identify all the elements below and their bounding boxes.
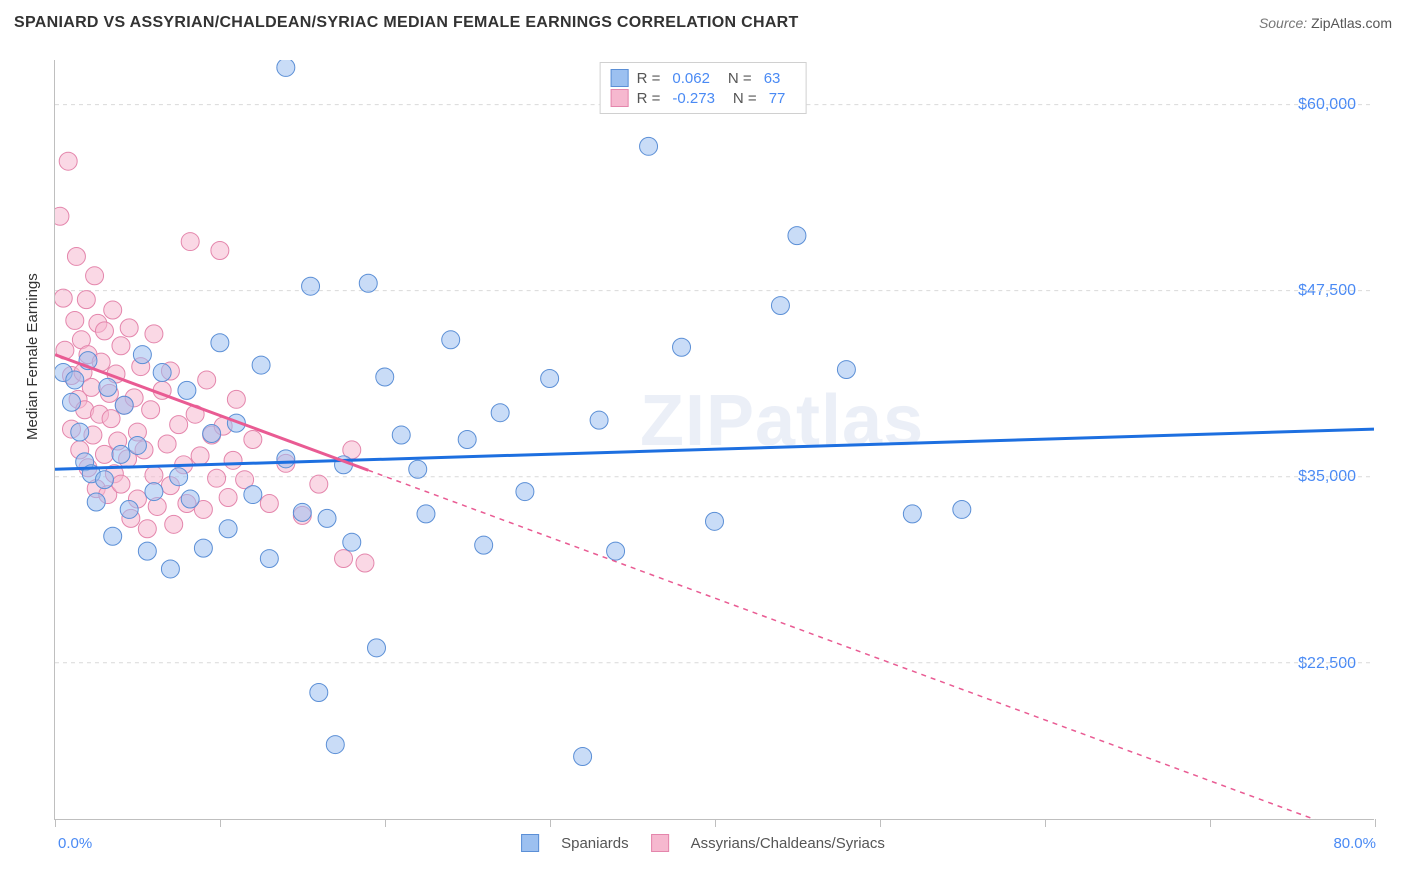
x-tick [715,819,716,827]
source-attribution: Source: ZipAtlas.com [1259,15,1392,31]
swatch-a-icon [611,69,629,87]
r-value-b: -0.273 [672,90,715,107]
x-tick [880,819,881,827]
source-value: ZipAtlas.com [1311,15,1392,31]
x-tick [55,819,56,827]
n-value-a: 63 [764,70,781,87]
r-label-b: R = [637,90,661,107]
r-value-a: 0.062 [672,70,710,87]
swatch-a-icon [521,834,539,852]
legend-a-label: Spaniards [561,835,629,852]
source-label: Source: [1259,15,1307,31]
legend-series: Spaniards Assyrians/Chaldeans/Syriacs [521,834,885,852]
r-label-a: R = [637,70,661,87]
plot-area: $22,500$35,000$47,500$60,000 [54,60,1374,820]
chart-title: SPANIARD VS ASSYRIAN/CHALDEAN/SYRIAC MED… [14,14,799,32]
x-tick [385,819,386,827]
swatch-b-icon [611,89,629,107]
legend-b-label: Assyrians/Chaldeans/Syriacs [691,835,885,852]
title-bar: SPANIARD VS ASSYRIAN/CHALDEAN/SYRIAC MED… [14,14,1392,32]
trend-lines [55,355,1374,819]
legend-correlation: R = 0.062 N = 63 R = -0.273 N = 77 [600,62,807,114]
legend-row-a: R = 0.062 N = 63 [611,69,796,87]
x-max-label: 80.0% [1333,835,1376,852]
y-axis-label: Median Female Earnings [24,273,41,440]
n-value-b: 77 [769,90,786,107]
n-label-a: N = [728,70,752,87]
n-label-b: N = [733,90,757,107]
x-tick [550,819,551,827]
x-tick [1210,819,1211,827]
x-min-label: 0.0% [58,835,92,852]
swatch-b-icon [651,834,669,852]
x-tick [220,819,221,827]
legend-row-b: R = -0.273 N = 77 [611,89,796,107]
x-tick [1045,819,1046,827]
gridlines [55,105,1374,663]
x-tick [1375,819,1376,827]
chart-container: SPANIARD VS ASSYRIAN/CHALDEAN/SYRIAC MED… [0,0,1406,892]
plot-svg [55,60,1374,819]
